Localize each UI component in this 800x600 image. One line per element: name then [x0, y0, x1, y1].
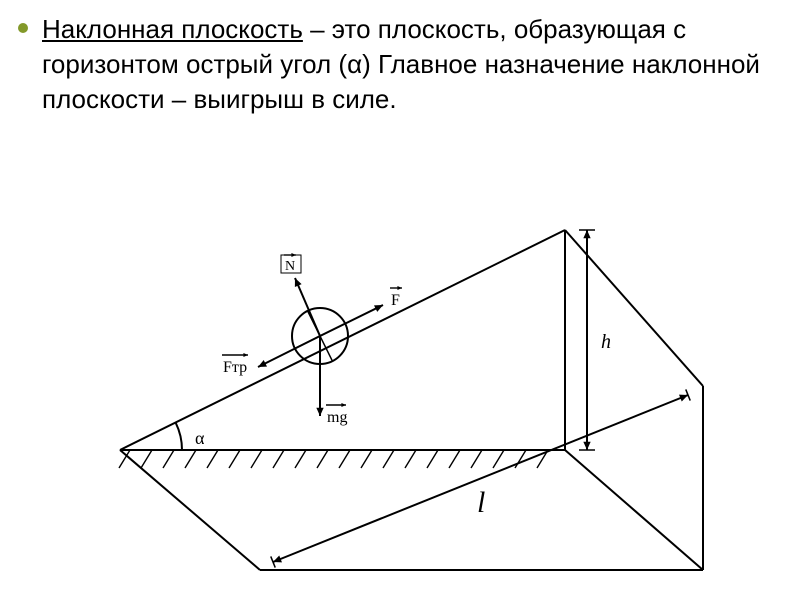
svg-text:h: h [601, 331, 611, 353]
svg-text:N: N [285, 259, 295, 274]
bullet-marker [18, 23, 28, 33]
inclined-plane-figure: α h l N F Fтр mg [115, 170, 725, 580]
slide: Наклонная плоскость – это плоскость, обр… [0, 0, 800, 600]
svg-text:α: α [195, 428, 205, 448]
term-underlined: Наклонная плоскость [42, 14, 303, 44]
definition-text: Наклонная плоскость – это плоскость, обр… [42, 12, 762, 117]
svg-text:F: F [391, 292, 400, 309]
svg-text:l: l [477, 486, 485, 519]
svg-text:Fтр: Fтр [223, 359, 247, 376]
svg-text:mg: mg [327, 409, 347, 426]
